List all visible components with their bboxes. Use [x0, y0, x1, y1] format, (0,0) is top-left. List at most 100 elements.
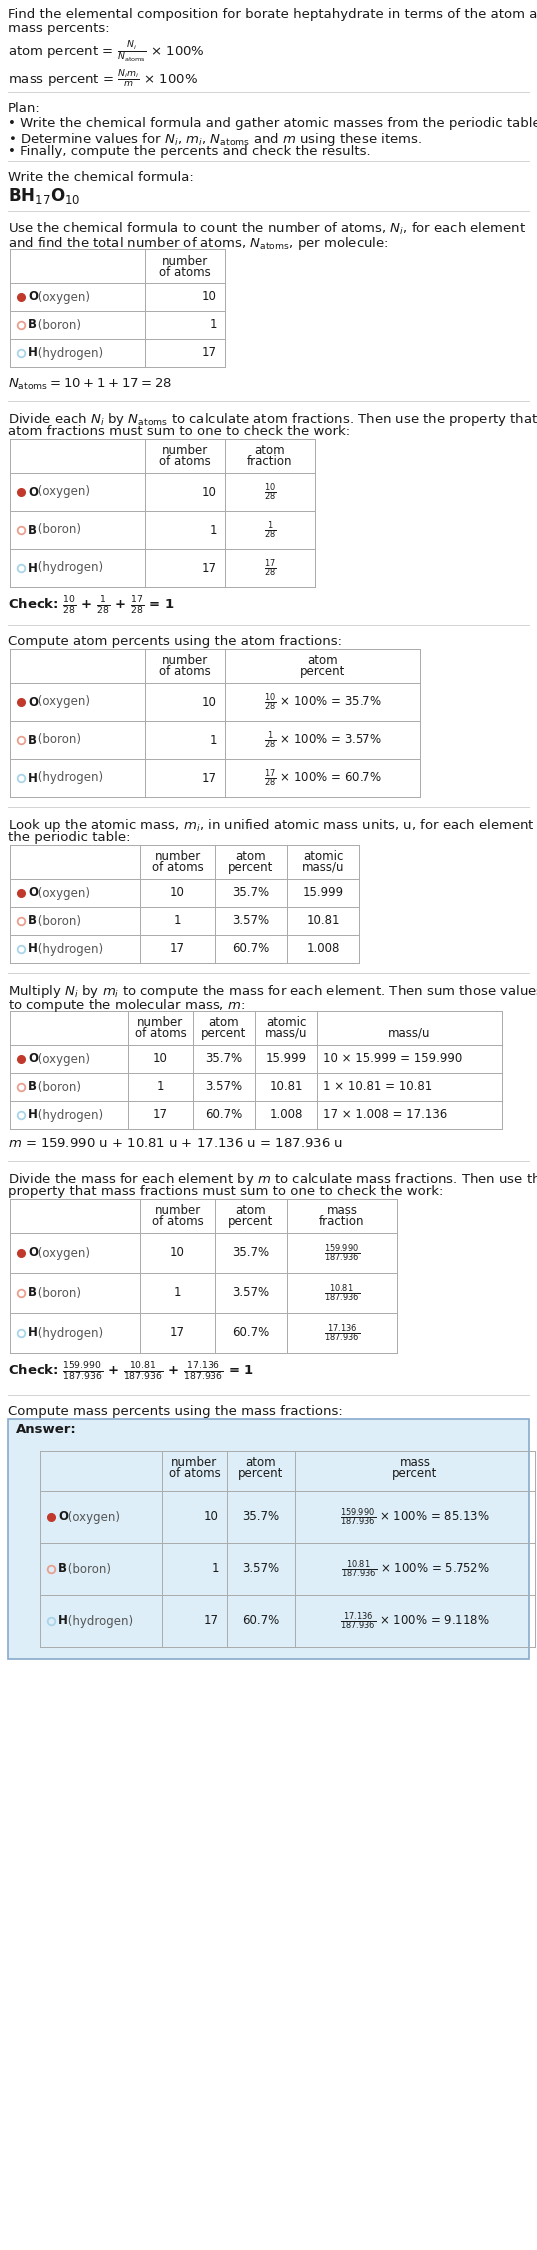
Text: Divide the mass for each element by $m$ to calculate mass fractions. Then use th: Divide the mass for each element by $m$ … — [8, 1170, 537, 1188]
Text: atom: atom — [307, 655, 338, 666]
Text: H: H — [28, 562, 38, 574]
Text: $\frac{10}{28}$ × 100% = 35.7%: $\frac{10}{28}$ × 100% = 35.7% — [264, 691, 381, 713]
Text: 10: 10 — [202, 486, 217, 500]
Text: of atoms: of atoms — [169, 1467, 220, 1480]
Text: B: B — [28, 734, 37, 747]
Text: 10: 10 — [153, 1053, 168, 1066]
Text: atom fractions must sum to one to check the work:: atom fractions must sum to one to check … — [8, 425, 350, 439]
Text: B: B — [28, 1287, 37, 1300]
Text: BH$_{17}$O$_{10}$: BH$_{17}$O$_{10}$ — [8, 187, 81, 207]
Text: 3.57%: 3.57% — [242, 1562, 280, 1575]
Text: number: number — [154, 1204, 201, 1217]
Text: $\frac{1}{28}$: $\frac{1}{28}$ — [264, 520, 276, 540]
Text: (oxygen): (oxygen) — [34, 290, 90, 304]
Text: Multiply $N_i$ by $m_i$ to compute the mass for each element. Then sum those val: Multiply $N_i$ by $m_i$ to compute the m… — [8, 983, 537, 999]
Text: 15.999: 15.999 — [265, 1053, 307, 1066]
Text: B: B — [58, 1562, 67, 1575]
Text: H: H — [28, 1328, 38, 1339]
Text: 1: 1 — [209, 734, 217, 747]
Text: mass percents:: mass percents: — [8, 22, 110, 36]
Text: $\frac{17.136}{187.936}$: $\frac{17.136}{187.936}$ — [324, 1323, 360, 1343]
Text: 10 × 15.999 = 159.990: 10 × 15.999 = 159.990 — [323, 1053, 462, 1066]
Text: B: B — [28, 524, 37, 536]
Text: atomic: atomic — [303, 850, 343, 864]
Text: H: H — [28, 1109, 38, 1120]
Text: $m$ = 159.990 u + 10.81 u + 17.136 u = 187.936 u: $m$ = 159.990 u + 10.81 u + 17.136 u = 1… — [8, 1136, 343, 1150]
Text: 35.7%: 35.7% — [233, 1246, 270, 1260]
Text: B: B — [28, 914, 37, 927]
Text: • Finally, compute the percents and check the results.: • Finally, compute the percents and chec… — [8, 144, 371, 158]
Text: number: number — [137, 1017, 184, 1028]
Text: percent: percent — [300, 666, 345, 677]
Text: $\frac{159.990}{187.936}$ × 100% = 85.13%: $\frac{159.990}{187.936}$ × 100% = 85.13… — [340, 1505, 490, 1528]
Text: 17 × 1.008 = 17.136: 17 × 1.008 = 17.136 — [323, 1109, 447, 1120]
Text: O: O — [28, 1053, 38, 1066]
Text: 10: 10 — [170, 1246, 185, 1260]
Text: 60.7%: 60.7% — [242, 1616, 280, 1627]
Text: B: B — [28, 1080, 37, 1094]
Text: 10: 10 — [170, 886, 185, 900]
Text: atom: atom — [246, 1456, 277, 1469]
Text: mass: mass — [326, 1204, 358, 1217]
Text: percent: percent — [238, 1467, 284, 1480]
Text: of atoms: of atoms — [159, 666, 211, 677]
Text: atom: atom — [255, 443, 285, 457]
Text: O: O — [28, 886, 38, 900]
Text: 3.57%: 3.57% — [233, 914, 270, 927]
Text: Answer:: Answer: — [16, 1422, 77, 1436]
Text: 35.7%: 35.7% — [206, 1053, 243, 1066]
Text: (boron): (boron) — [64, 1562, 111, 1575]
Text: $\frac{159.990}{187.936}$: $\frac{159.990}{187.936}$ — [324, 1242, 360, 1264]
Text: $N_{\mathrm{atoms}} = 10 + 1 + 17 = 28$: $N_{\mathrm{atoms}} = 10 + 1 + 17 = 28$ — [8, 378, 172, 391]
Bar — [8, 1420, 529, 1658]
Text: $\frac{10}{28}$: $\frac{10}{28}$ — [264, 482, 276, 502]
Text: 60.7%: 60.7% — [233, 943, 270, 956]
Text: Find the elemental composition for borate heptahydrate in terms of the atom and: Find the elemental composition for borat… — [8, 9, 537, 20]
Text: 17: 17 — [170, 1328, 185, 1339]
Text: (oxygen): (oxygen) — [34, 1053, 90, 1066]
Text: 10: 10 — [202, 695, 217, 709]
Text: to compute the molecular mass, $m$:: to compute the molecular mass, $m$: — [8, 997, 245, 1015]
Text: 1: 1 — [157, 1080, 164, 1094]
Text: 10: 10 — [202, 290, 217, 304]
Text: 60.7%: 60.7% — [233, 1328, 270, 1339]
Text: (hydrogen): (hydrogen) — [34, 346, 103, 360]
Text: (boron): (boron) — [34, 914, 81, 927]
Text: O: O — [28, 1246, 38, 1260]
Text: (boron): (boron) — [34, 1287, 81, 1300]
Text: 17: 17 — [202, 346, 217, 360]
Text: (oxygen): (oxygen) — [34, 486, 90, 500]
Text: Check: $\frac{159.990}{187.936}$ + $\frac{10.81}{187.936}$ + $\frac{17.136}{187.: Check: $\frac{159.990}{187.936}$ + $\fra… — [8, 1361, 254, 1384]
Text: 17: 17 — [170, 943, 185, 956]
Text: 1 × 10.81 = 10.81: 1 × 10.81 = 10.81 — [323, 1080, 432, 1094]
Text: number: number — [171, 1456, 217, 1469]
Text: $\frac{17}{28}$: $\frac{17}{28}$ — [264, 558, 276, 578]
Text: the periodic table:: the periodic table: — [8, 830, 130, 844]
Text: (oxygen): (oxygen) — [34, 1246, 90, 1260]
Text: fraction: fraction — [320, 1215, 365, 1228]
Text: (oxygen): (oxygen) — [34, 695, 90, 709]
Text: Check: $\frac{10}{28}$ + $\frac{1}{28}$ + $\frac{17}{28}$ = 1: Check: $\frac{10}{28}$ + $\frac{1}{28}$ … — [8, 594, 175, 616]
Text: H: H — [28, 772, 38, 785]
Text: Divide each $N_i$ by $N_{\mathrm{atoms}}$ to calculate atom fractions. Then use : Divide each $N_i$ by $N_{\mathrm{atoms}}… — [8, 412, 537, 428]
Text: number: number — [162, 254, 208, 268]
Text: number: number — [154, 850, 201, 864]
Text: 1: 1 — [212, 1562, 219, 1575]
Text: 3.57%: 3.57% — [206, 1080, 243, 1094]
Text: • Write the chemical formula and gather atomic masses from the periodic table.: • Write the chemical formula and gather … — [8, 117, 537, 130]
Text: 3.57%: 3.57% — [233, 1287, 270, 1300]
Text: of atoms: of atoms — [159, 455, 211, 468]
Text: mass: mass — [400, 1456, 431, 1469]
Text: atom: atom — [236, 1204, 266, 1217]
Text: and find the total number of atoms, $N_{\mathrm{atoms}}$, per molecule:: and find the total number of atoms, $N_{… — [8, 234, 389, 252]
Text: $\frac{17.136}{187.936}$ × 100% = 9.118%: $\frac{17.136}{187.936}$ × 100% = 9.118% — [340, 1611, 490, 1631]
Text: H: H — [58, 1616, 68, 1627]
Text: O: O — [28, 486, 38, 500]
Text: number: number — [162, 443, 208, 457]
Text: mass/u: mass/u — [265, 1026, 307, 1040]
Text: (boron): (boron) — [34, 319, 81, 331]
Text: of atoms: of atoms — [151, 862, 204, 873]
Text: Plan:: Plan: — [8, 101, 41, 115]
Text: Write the chemical formula:: Write the chemical formula: — [8, 171, 194, 184]
Text: 35.7%: 35.7% — [242, 1510, 280, 1523]
